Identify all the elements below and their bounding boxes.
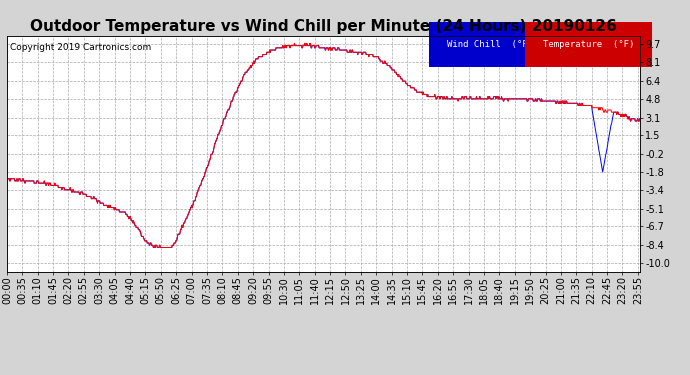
Text: Copyright 2019 Cartronics.com: Copyright 2019 Cartronics.com	[10, 43, 151, 52]
Text: Wind Chill  (°F): Wind Chill (°F)	[446, 40, 533, 50]
Text: Temperature  (°F): Temperature (°F)	[543, 40, 634, 50]
Title: Outdoor Temperature vs Wind Chill per Minute (24 Hours) 20190126: Outdoor Temperature vs Wind Chill per Mi…	[30, 20, 617, 34]
